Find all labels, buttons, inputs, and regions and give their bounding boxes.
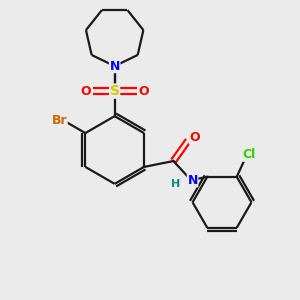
- Text: N: N: [110, 60, 120, 73]
- Text: Br: Br: [51, 114, 67, 127]
- Text: O: O: [189, 131, 200, 144]
- Text: N: N: [188, 174, 198, 187]
- Text: O: O: [138, 85, 148, 98]
- Text: Cl: Cl: [242, 148, 256, 161]
- Text: O: O: [81, 85, 92, 98]
- Text: H: H: [171, 179, 180, 189]
- Text: S: S: [110, 84, 120, 98]
